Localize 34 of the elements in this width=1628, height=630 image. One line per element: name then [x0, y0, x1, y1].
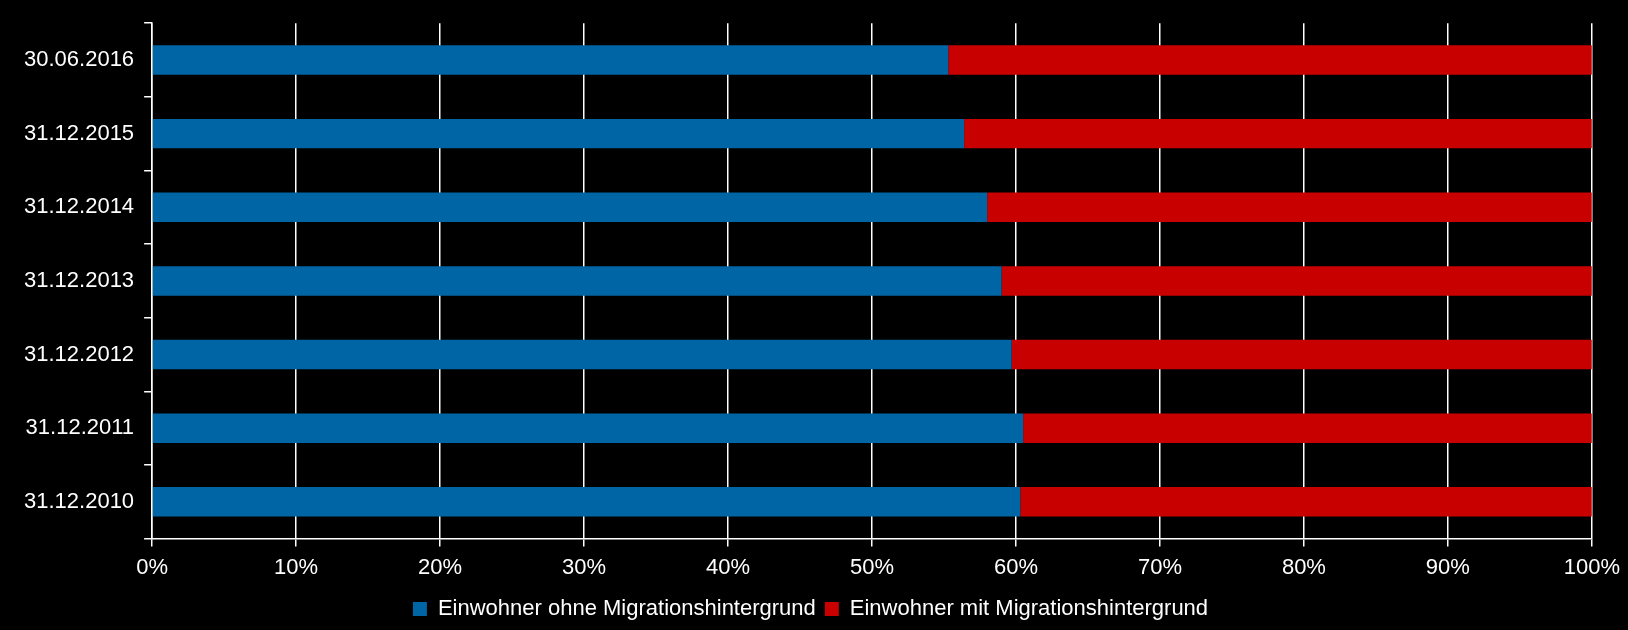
x-tick-label: 90% [1425, 553, 1470, 579]
y-tick-label: 31.12.2015 [24, 119, 135, 145]
y-tick-label: 31.12.2010 [24, 487, 135, 513]
bar [1023, 413, 1592, 443]
bar [987, 192, 1592, 222]
bar [964, 118, 1592, 149]
x-tick-label: 30% [562, 553, 607, 579]
bar [152, 339, 1012, 370]
bar [152, 118, 965, 149]
y-tick-label: 31.12.2011 [25, 414, 135, 440]
bar [1011, 339, 1592, 370]
x-tick-label: 50% [849, 553, 895, 579]
legend-label: Einwohner mit Migrationshintergrund [849, 595, 1209, 621]
x-tick-label: 100% [1563, 553, 1621, 579]
bar [948, 45, 1592, 75]
bar [152, 487, 1021, 517]
x-tick-label: 10% [274, 553, 319, 579]
x-tick-label: 60% [993, 553, 1038, 579]
y-tick-label: 31.12.2014 [24, 193, 135, 219]
y-tick-label: 31.12.2013 [24, 266, 135, 292]
x-tick-label: 70% [1137, 553, 1182, 579]
bar [152, 266, 1002, 296]
bar [1020, 487, 1592, 517]
x-tick-label: 40% [705, 553, 751, 579]
bar [152, 45, 949, 75]
bar [152, 192, 988, 222]
y-tick-label: 30.06.2016 [24, 46, 135, 72]
x-tick-label: 20% [418, 553, 463, 579]
bar [1001, 266, 1592, 296]
y-tick-label: 31.12.2012 [24, 340, 135, 366]
x-tick-label: 0% [136, 553, 169, 579]
legend-label: Einwohner ohne Migrationshintergrund [437, 595, 816, 621]
bar [152, 413, 1024, 443]
x-tick-label: 80% [1281, 553, 1326, 579]
